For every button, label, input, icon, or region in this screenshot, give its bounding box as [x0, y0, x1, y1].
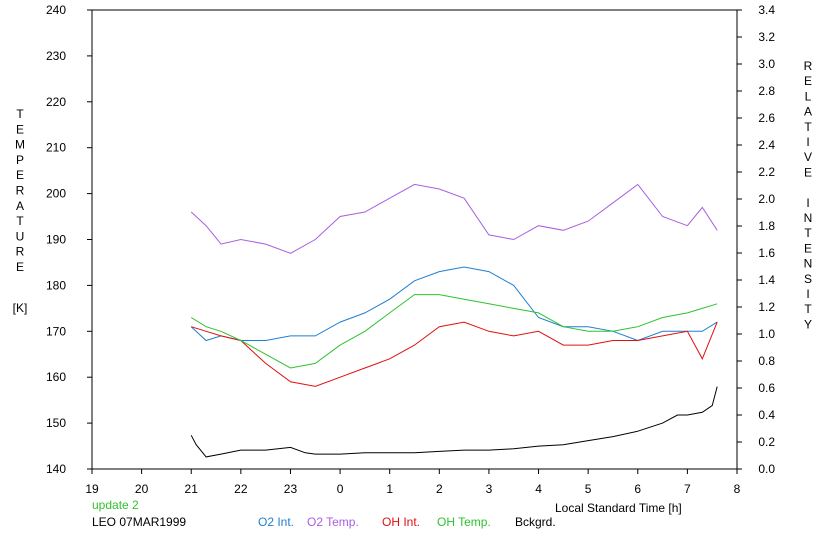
y-right-label-letter: I	[806, 196, 809, 210]
y-left-tick-label: 160	[46, 370, 66, 384]
y-left-label-letter: T	[16, 107, 24, 121]
legend-bckgrd: Bckgrd.	[515, 515, 556, 529]
y-right-label-letter: S	[804, 272, 812, 286]
x-tick-label: 20	[135, 482, 149, 496]
y-right-tick-label: 1.6	[758, 246, 775, 260]
y-left-label-letter: R	[16, 184, 25, 198]
y-left-tick-label: 180	[46, 278, 66, 292]
y-right-tick-label: 0.0	[758, 462, 775, 476]
x-tick-label: 3	[486, 482, 493, 496]
y-right-tick-label: 1.2	[758, 300, 775, 314]
x-tick-label: 23	[284, 482, 298, 496]
y-right-tick-label: 0.8	[758, 354, 775, 368]
y-right-tick-label: 1.8	[758, 219, 775, 233]
y-left-label-letter: T	[16, 214, 24, 228]
y-right-tick-label: 0.6	[758, 381, 775, 395]
y-right-label-letter: T	[804, 302, 812, 316]
y-right-tick-label: 3.4	[758, 3, 775, 17]
y-left-label-letter: R	[16, 245, 25, 259]
update-annotation: update 2	[92, 498, 139, 512]
y-right-label-letter: I	[806, 135, 809, 149]
y-right-tick-label: 2.4	[758, 138, 775, 152]
y-left-label-letter: E	[16, 260, 24, 274]
x-tick-label: 22	[234, 482, 248, 496]
x-axis-label: Local Standard Time [h]	[555, 501, 682, 515]
y-right-tick-label: 3.0	[758, 57, 775, 71]
y-left-tick-label: 210	[46, 141, 66, 155]
y-right-tick-label: 2.0	[758, 192, 775, 206]
y-left-label-letter: E	[16, 168, 24, 182]
y-left-label-letter: M	[15, 138, 25, 152]
y-left-unit: [K]	[13, 301, 28, 315]
right-axis: 0.0 0.2 0.4 0.6 0.8 1.0 1.2 1.4 1.6 1.8 2.0 2.2 2.4 2…	[737, 3, 775, 476]
y-left-tick-label: 190	[46, 233, 66, 247]
y-left-tick-label: 170	[46, 324, 66, 338]
y-right-label-letter: Y	[804, 317, 812, 331]
y-right-label-letter: L	[805, 89, 812, 103]
legend-oh-temp: OH Temp.	[437, 515, 491, 529]
legend-oh-int: OH Int.	[382, 515, 420, 529]
x-tick-label: 6	[634, 482, 641, 496]
x-tick-label: 4	[535, 482, 542, 496]
series-layer	[190, 183, 718, 458]
y-right-tick-label: 2.6	[758, 111, 775, 125]
y-right-label-letter: N	[804, 211, 813, 225]
y-left-tick-label: 220	[46, 95, 66, 109]
x-tick-label: 1	[386, 482, 393, 496]
y-right-tick-label: 3.2	[758, 30, 775, 44]
y-left-tick-label: 150	[46, 416, 66, 430]
y-right-label-letter: E	[804, 74, 812, 88]
y-left-tick-label: 240	[46, 3, 66, 17]
x-tick-label: 2	[436, 482, 443, 496]
y-right-label-letter: T	[804, 120, 812, 134]
y-left-tick-label: 140	[46, 462, 66, 476]
y-right-label-letter: E	[804, 165, 812, 179]
series-line-oh_temp	[190, 294, 718, 369]
series-line-oh_int	[191, 321, 718, 387]
y-right-tick-label: 2.2	[758, 165, 775, 179]
x-tick-label: 7	[684, 482, 691, 496]
y-right-label-letter: E	[804, 241, 812, 255]
y-right-tick-label: 1.0	[758, 327, 775, 341]
x-axis: 19 20 21 22 23 0 1 2 3 4 5 6 7 8	[85, 469, 741, 496]
x-tick-label: 0	[337, 482, 344, 496]
y-left-label-letter: E	[16, 122, 24, 136]
y-right-label-letter: R	[804, 59, 813, 73]
y-left-tick-label: 200	[46, 187, 66, 201]
y-right-tick-label: 2.8	[758, 84, 775, 98]
x-tick-label: 8	[734, 482, 741, 496]
y-right-label-letter: A	[804, 105, 812, 119]
station-annotation: LEO 07MAR1999	[92, 515, 186, 529]
legend-o2-int: O2 Int.	[258, 515, 294, 529]
y-right-tick-label: 0.4	[758, 408, 775, 422]
y-left-label-letter: P	[16, 153, 24, 167]
series-line-o2_temp	[190, 183, 718, 254]
x-tick-label: 21	[185, 482, 199, 496]
plot-frame	[91, 9, 738, 470]
x-tick-label: 19	[85, 482, 99, 496]
series-line-bckgrd	[190, 386, 718, 458]
x-tick-label: 5	[585, 482, 592, 496]
legend-o2-temp: O2 Temp.	[307, 515, 359, 529]
y-right-label-letter: T	[804, 226, 812, 240]
y-right-label-letter: N	[804, 257, 813, 271]
y-left-label-letter: U	[16, 229, 25, 243]
y-right-label-letter: V	[804, 150, 812, 164]
y-right-label-letter: I	[806, 287, 809, 301]
y-right-tick-label: 1.4	[758, 273, 775, 287]
series-line-o2_int	[190, 266, 718, 342]
left-axis: 140 150 160 170 180 190 200 210 220 230 240	[46, 3, 92, 476]
y-left-tick-label: 230	[46, 49, 66, 63]
y-right-tick-label: 0.2	[758, 435, 775, 449]
y-left-label-letter: A	[16, 199, 24, 213]
